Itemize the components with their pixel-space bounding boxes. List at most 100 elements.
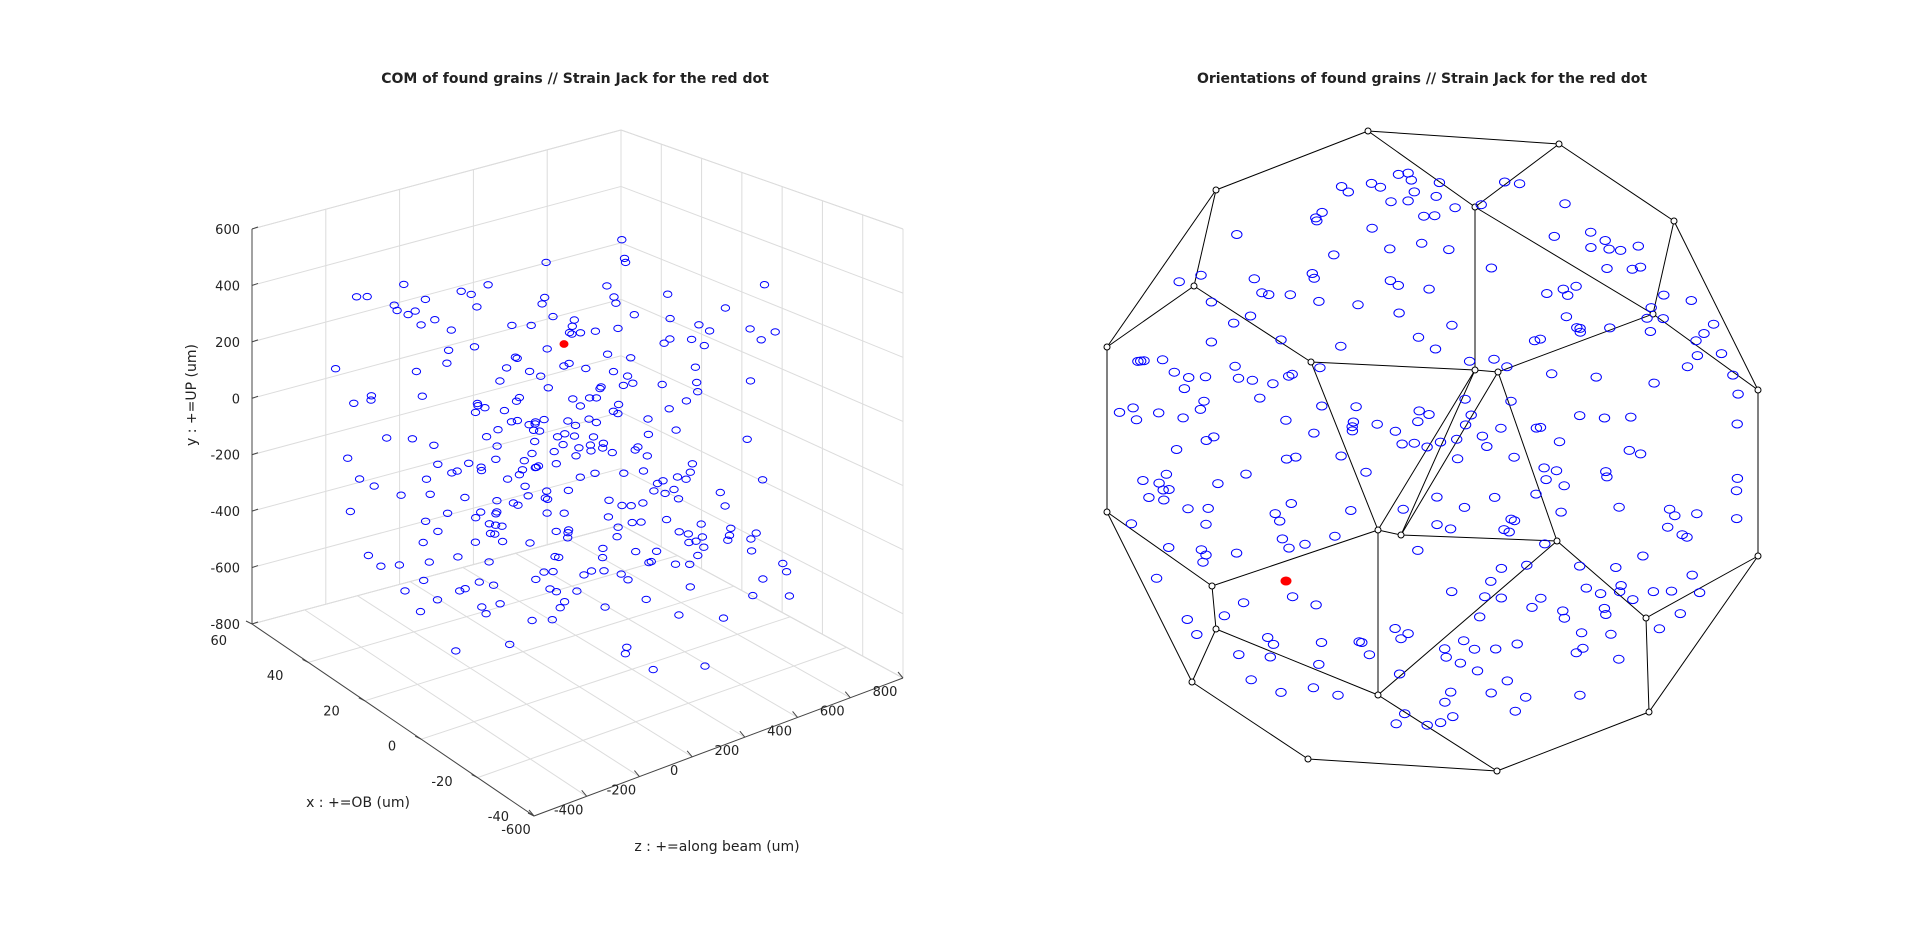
tick-mark xyxy=(245,620,253,625)
orientation-point xyxy=(1641,313,1653,323)
tick-mark xyxy=(686,750,693,758)
grain-point xyxy=(564,328,575,337)
y-tick-label: -600 xyxy=(210,562,240,577)
grain-point xyxy=(622,643,632,651)
polyhedron-edge xyxy=(1106,285,1195,348)
grain-point xyxy=(671,426,681,434)
grain-point xyxy=(420,295,431,304)
grain-point xyxy=(366,392,377,400)
grain-point xyxy=(506,418,517,426)
grain-point xyxy=(549,447,559,456)
orientation-point xyxy=(1218,611,1231,621)
polyhedron-edge xyxy=(1211,529,1379,587)
grain-point xyxy=(343,454,353,462)
grain-point xyxy=(748,591,758,600)
grain-point xyxy=(559,509,569,517)
orientation-point xyxy=(1662,522,1674,532)
polyhedron-vertex xyxy=(1364,127,1372,135)
orientation-point xyxy=(1197,557,1209,567)
grain-point xyxy=(527,616,537,625)
orientation-point xyxy=(1138,356,1150,366)
grain-point xyxy=(674,611,684,619)
orientation-point xyxy=(1601,264,1613,273)
orientation-point xyxy=(1335,451,1347,461)
grain-point xyxy=(464,459,474,467)
orientation-point xyxy=(1397,504,1409,514)
grain-point xyxy=(661,515,672,524)
grain-point xyxy=(472,303,482,311)
grain-point xyxy=(607,448,617,457)
orientation-point xyxy=(1570,281,1582,291)
orientation-point xyxy=(1454,658,1467,668)
orientation-point xyxy=(1499,177,1511,187)
polyhedron-edge xyxy=(1645,617,1650,713)
grain-point xyxy=(564,359,574,368)
orientation-point xyxy=(1513,179,1526,189)
grain-point xyxy=(558,440,568,449)
orientation-point xyxy=(1345,506,1357,515)
orientation-point xyxy=(1475,200,1487,210)
orientation-point xyxy=(1590,372,1602,382)
grain-point xyxy=(536,372,546,380)
orientation-point xyxy=(1195,545,1208,555)
grain-point xyxy=(460,493,470,502)
grain-point xyxy=(433,527,443,536)
grain-point xyxy=(490,530,500,538)
orientation-point xyxy=(1603,244,1615,254)
orientation-point xyxy=(1690,336,1702,346)
orientation-point xyxy=(1585,243,1597,252)
orientation-point xyxy=(1557,284,1570,294)
grain-point xyxy=(609,293,619,301)
grain-point xyxy=(399,280,409,289)
grain-point xyxy=(419,576,429,585)
orientation-point xyxy=(1645,303,1657,313)
orientation-point xyxy=(1395,634,1407,644)
grain-point xyxy=(483,281,493,289)
grain-point xyxy=(643,430,654,439)
grid-line xyxy=(409,581,693,758)
orientation-point xyxy=(1599,236,1611,245)
tick-mark xyxy=(897,671,904,679)
orientation-point xyxy=(1526,602,1538,612)
grid-line xyxy=(304,609,587,797)
orientation-point xyxy=(1429,344,1442,354)
polyhedron-edge xyxy=(1377,540,1558,696)
orientation-point xyxy=(1275,335,1287,345)
grain-point xyxy=(681,475,691,483)
grain-point xyxy=(548,567,558,576)
x-tick-label: 60 xyxy=(210,634,227,649)
orientation-point xyxy=(1495,563,1508,573)
polyhedron-edge xyxy=(1556,540,1647,619)
orientation-point xyxy=(1385,197,1397,207)
tick-mark xyxy=(844,691,851,699)
orientation-point xyxy=(1474,612,1486,622)
grain-point xyxy=(493,426,503,434)
grain-point xyxy=(608,367,619,376)
grain-point xyxy=(481,433,492,441)
grain-point xyxy=(724,531,735,540)
grain-point xyxy=(568,395,578,403)
orientation-point xyxy=(1267,379,1279,389)
grain-point xyxy=(363,551,374,560)
grid-line xyxy=(251,129,622,230)
orientation-point xyxy=(1550,466,1563,476)
orientation-point xyxy=(1534,334,1547,344)
grain-point xyxy=(659,339,669,347)
grain-point xyxy=(539,568,549,576)
orientation-point xyxy=(1230,548,1243,558)
grain-point xyxy=(699,341,709,350)
grid-line xyxy=(462,567,746,738)
grain-point xyxy=(745,325,755,333)
orientation-point xyxy=(1485,263,1498,273)
grain-point xyxy=(455,587,465,595)
polyhedron-vertex xyxy=(1555,140,1563,148)
grid-line xyxy=(620,242,904,358)
grain-point xyxy=(548,312,558,321)
orientation-point xyxy=(1307,683,1320,693)
grain-point xyxy=(508,499,519,507)
grain-point xyxy=(537,300,547,308)
orientation-point xyxy=(1691,509,1703,519)
z-tick-label: 600 xyxy=(820,705,845,720)
grain-point xyxy=(693,388,703,396)
grid-line xyxy=(620,298,904,422)
